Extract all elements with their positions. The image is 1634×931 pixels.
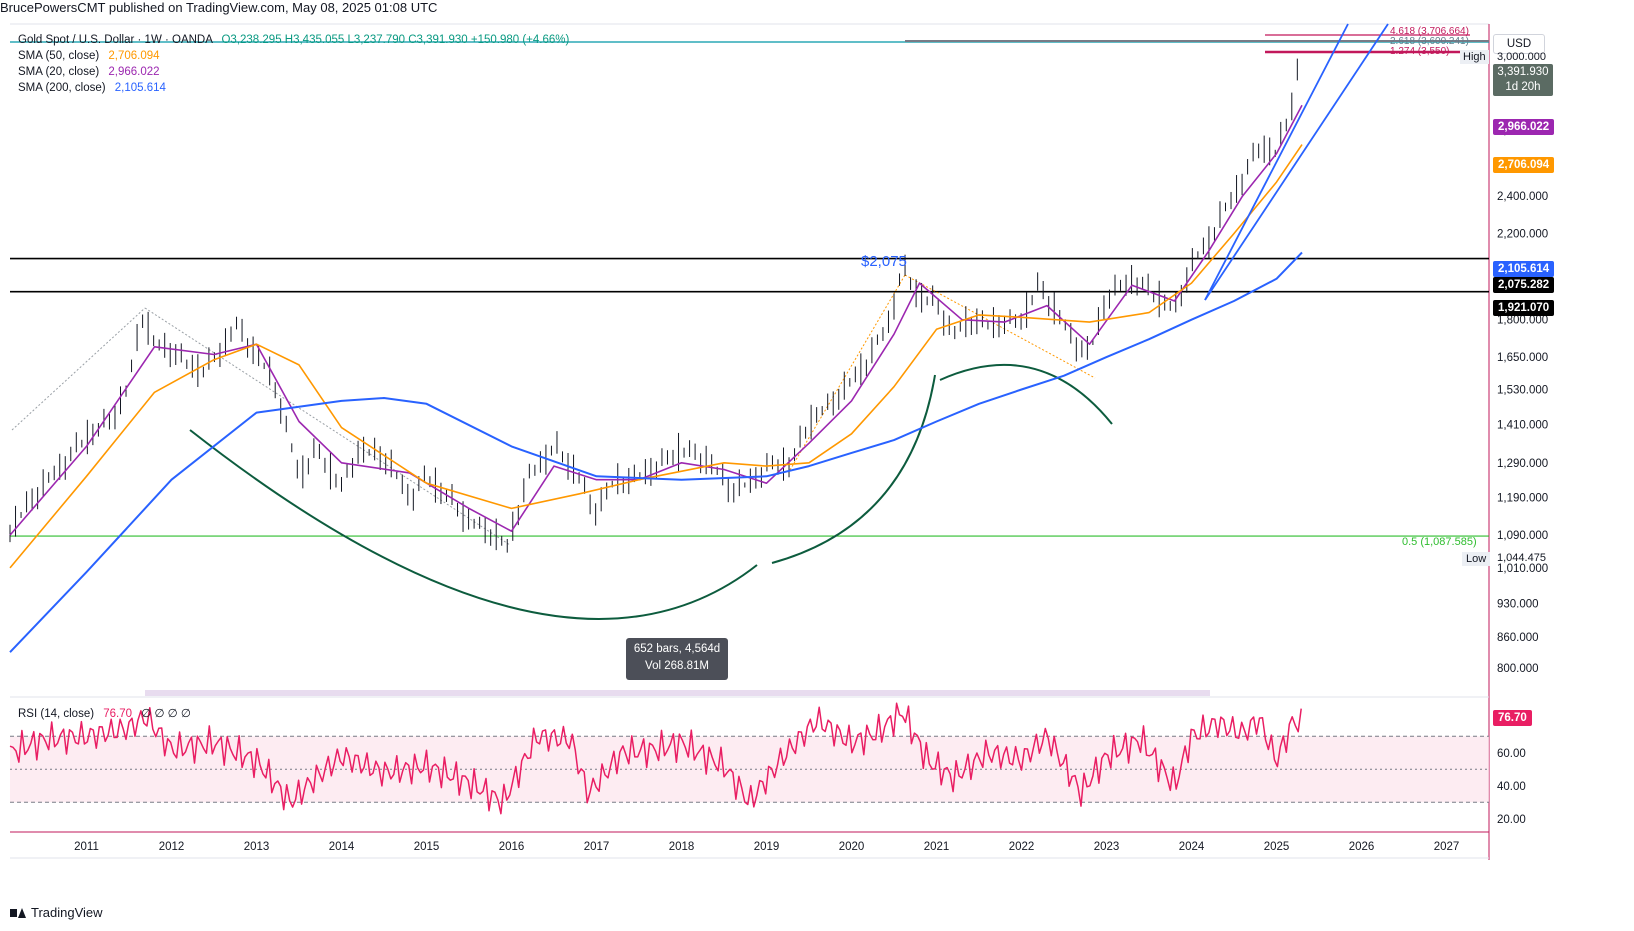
time-tick-label: 2013 (244, 841, 270, 853)
low-marker: Low (1462, 552, 1491, 566)
legend-sma50-label: SMA (50, close) (18, 50, 100, 62)
guide-line-4 (904, 274, 1096, 379)
sma200-price-tag: 2,105.614 (1493, 261, 1555, 277)
legend-sma200-value: 2,105.614 (114, 82, 166, 94)
measure-bars: 652 bars, 4,564d (633, 643, 721, 655)
time-tick-label: 2027 (1434, 841, 1460, 853)
time-tick-label: 2012 (159, 841, 185, 853)
legend-rsi-extra: ∅ ∅ ∅ ∅ (141, 708, 191, 720)
rsi-pane (9, 702, 1489, 815)
measure-tooltip: 652 bars, 4,564d Vol 268.81M (626, 638, 728, 680)
time-tick-label: 2023 (1094, 841, 1120, 853)
legend-sma20-label: SMA (20, close) (18, 66, 100, 78)
tradingview-logo[interactable]: TradingView (10, 905, 103, 920)
time-tick-label: 2017 (584, 841, 610, 853)
sma20-price-tag: 2,966.022 (1493, 119, 1555, 135)
time-tick-label: 2020 (839, 841, 865, 853)
legend-sma200-row: SMA (200, close) 2,105.614 (18, 82, 166, 94)
price-tick-label: 2,200.000 (1497, 229, 1548, 241)
price-tick-label: 1,530.000 (1497, 384, 1548, 396)
price-tick-label: 1,800.000 (1497, 315, 1548, 327)
rsi-value-tag: 76.70 (1493, 710, 1532, 726)
time-tick-label: 2016 (499, 841, 525, 853)
price-pane (9, 23, 1489, 653)
time-tick-label: 2022 (1009, 841, 1035, 853)
sma200-line (9, 251, 1303, 653)
price-tick-label: 2,400.000 (1497, 191, 1548, 203)
legend-ohlc: O3,238.295 H3,435.055 L3,237.790 C3,391.… (221, 34, 570, 46)
time-tick-label: 2025 (1264, 841, 1290, 853)
low-value: 1,044.475 (1497, 552, 1546, 564)
rsi-tick-label: 40.00 (1497, 781, 1526, 793)
legend-symbol: Gold Spot / U.S. Dollar · 1W · OANDA (18, 34, 213, 46)
legend-sma200-label: SMA (200, close) (18, 82, 106, 94)
fib-05-label: 0.5 (1,087.585) (1402, 536, 1477, 548)
time-tick-label: 2024 (1179, 841, 1205, 853)
legend-sma20-value: 2,966.022 (108, 66, 160, 78)
price-tick-label: 930.000 (1497, 598, 1539, 610)
time-tick-label: 2015 (414, 841, 440, 853)
level-2075-tag: 2,075.282 (1493, 277, 1555, 293)
partial-top-tick: 3,000.000 (1497, 51, 1546, 63)
legend-rsi-value: 76.70 (103, 708, 133, 720)
fib-ext-label-3: 1.274 (3,550) (1390, 46, 1450, 57)
price-tick-label: 1,010.000 (1497, 563, 1548, 575)
sma50-price-tag: 2,706.094 (1493, 157, 1555, 173)
measure-volume: Vol 268.81M (645, 660, 709, 672)
legend-rsi-row: RSI (14, close) 76.70 ∅ ∅ ∅ ∅ (18, 706, 191, 720)
level-1921-tag: 1,921.070 (1493, 300, 1555, 316)
measure-range-band (145, 690, 1210, 696)
time-tick-label: 2014 (329, 841, 355, 853)
time-tick-label: 2018 (669, 841, 695, 853)
channel-line-lower (1204, 23, 1389, 301)
high-marker: High (1460, 50, 1489, 64)
price-tick-label: 1,290.000 (1497, 458, 1548, 470)
price-tick-label: 800.000 (1497, 663, 1539, 675)
currency-button[interactable]: USD (1493, 34, 1545, 54)
rsi-tick-label: 20.00 (1497, 814, 1526, 826)
tradingview-logo-text: TradingView (31, 905, 103, 920)
legend-symbol-row: Gold Spot / U.S. Dollar · 1W · OANDA O3,… (18, 34, 569, 46)
price-tick-label: 1,410.000 (1497, 420, 1548, 432)
price-tick-label: 1,090.000 (1497, 530, 1548, 542)
current-price-tag: 3,391.930 1d 20h (1493, 64, 1553, 96)
top-arc (939, 363, 1113, 425)
legend-sma20-row: SMA (20, close) 2,966.022 (18, 66, 160, 78)
rounding-bottom-arc (189, 429, 758, 620)
time-tick-label: 2026 (1349, 841, 1375, 853)
fib-ext-label-2: 2.618 (3,600.241) (1390, 36, 1469, 47)
legend-sma50-value: 2,706.094 (108, 50, 160, 62)
current-price: 3,391.930 (1497, 66, 1549, 78)
legend-rsi-label: RSI (14, close) (18, 708, 95, 720)
sma50-line (9, 144, 1303, 569)
handle-arc (771, 374, 936, 564)
price-tick-label: 1,190.000 (1497, 492, 1548, 504)
fib-ext-label-1: 4.618 (3,706.664) (1390, 26, 1469, 37)
legend-sma50-row: SMA (50, close) 2,706.094 (18, 50, 160, 62)
guide-line-3 (789, 274, 906, 471)
rsi-tick-label: 60.00 (1497, 748, 1526, 760)
publish-line: BrucePowersCMT published on TradingView.… (0, 0, 438, 15)
guide-line-2 (144, 307, 511, 546)
price-tick-label: 1,650.000 (1497, 352, 1548, 364)
time-tick-label: 2019 (754, 841, 780, 853)
time-tick-label: 2011 (74, 841, 99, 853)
time-tick-label: 2021 (924, 841, 950, 853)
guide-line-1 (11, 307, 146, 431)
tradingview-logo-icon (10, 907, 26, 918)
price-tick-label: 860.000 (1497, 632, 1539, 644)
bar-countdown: 1d 20h (1505, 81, 1541, 93)
peak-annotation[interactable]: $2,075 (861, 253, 907, 270)
channel-line-upper (1204, 23, 1349, 301)
rsi-line (9, 702, 1302, 815)
